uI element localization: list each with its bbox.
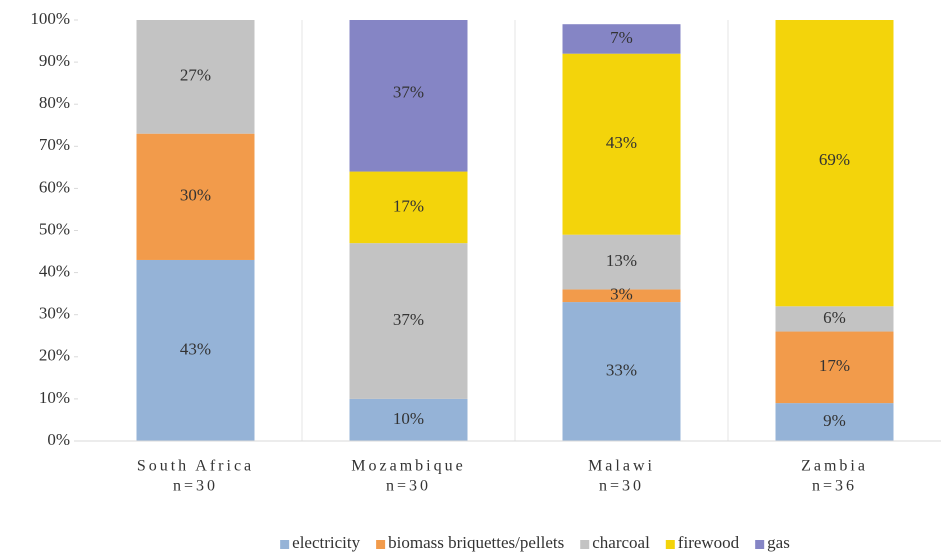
legend-item: gas [755,533,790,552]
legend-item: charcoal [580,533,650,552]
data-label: 43% [180,339,211,358]
legend-label: electricity [292,533,360,552]
data-label: 6% [823,308,846,327]
data-label: 27% [180,66,211,85]
data-label: 9% [823,411,846,430]
legend-swatch [665,540,675,549]
legend-swatch [280,540,290,549]
bar-segment [562,234,681,290]
legend-label: biomass briquettes/pellets [388,533,564,552]
legend-label: firewood [678,533,740,552]
y-tick-label: 30% [39,304,70,323]
bar-segment [562,24,681,54]
bar-segment [136,259,255,441]
x-tick-label: South Africa [137,458,254,475]
data-label: 17% [393,196,424,215]
legend-swatch [376,540,386,549]
x-tick-sublabel: n=30 [599,478,644,495]
data-label: 30% [180,186,211,205]
legend-swatch [755,540,765,549]
x-tick-label: Mozambique [351,458,465,475]
bar-segment [562,289,681,303]
data-label: 43% [606,133,637,152]
data-label: 13% [606,251,637,270]
x-tick-sublabel: n=30 [173,478,218,495]
y-tick-label: 20% [39,346,70,365]
plot-area [136,20,894,441]
data-label: 69% [819,150,850,169]
y-tick-label: 40% [39,262,70,281]
bar-segment [136,20,255,134]
bar-segment [775,403,894,441]
data-label: 10% [393,409,424,428]
y-tick-label: 10% [39,388,70,407]
y-tick-label: 100% [30,9,70,28]
x-tick-sublabel: n=30 [386,478,431,495]
bar-segment [562,302,681,441]
x-tick-label: Malawi [588,458,655,475]
x-tick-sublabel: n=36 [812,478,857,495]
y-tick-label: 0% [47,430,70,449]
bar-segment [562,53,681,235]
y-tick-label: 90% [39,51,70,70]
bar-segment [349,398,468,441]
legend-item: electricity [280,533,361,552]
x-tick-label: Zambia [801,458,868,475]
bar-segment [349,243,468,399]
data-label: 37% [393,83,424,102]
bar-segment [136,133,255,260]
data-label: 37% [393,310,424,329]
y-tick-label: 80% [39,93,70,112]
legend-label: charcoal [592,533,650,552]
y-tick-label: 70% [39,135,70,154]
y-tick-label: 60% [39,177,70,196]
y-tick-label: 50% [39,219,70,238]
bar-segment [775,20,894,307]
data-label: 7% [610,28,633,47]
data-label: 17% [819,356,850,375]
bar-segment [775,331,894,404]
bar-segment [349,20,468,172]
legend-item: firewood [665,533,740,552]
data-label: 3% [610,285,633,304]
legend-swatch [580,540,590,549]
data-label: 33% [606,360,637,379]
legend-label: gas [767,533,790,552]
bar-segment [349,171,468,244]
legend-item: biomass briquettes/pellets [376,533,564,552]
bar-segment [775,306,894,332]
